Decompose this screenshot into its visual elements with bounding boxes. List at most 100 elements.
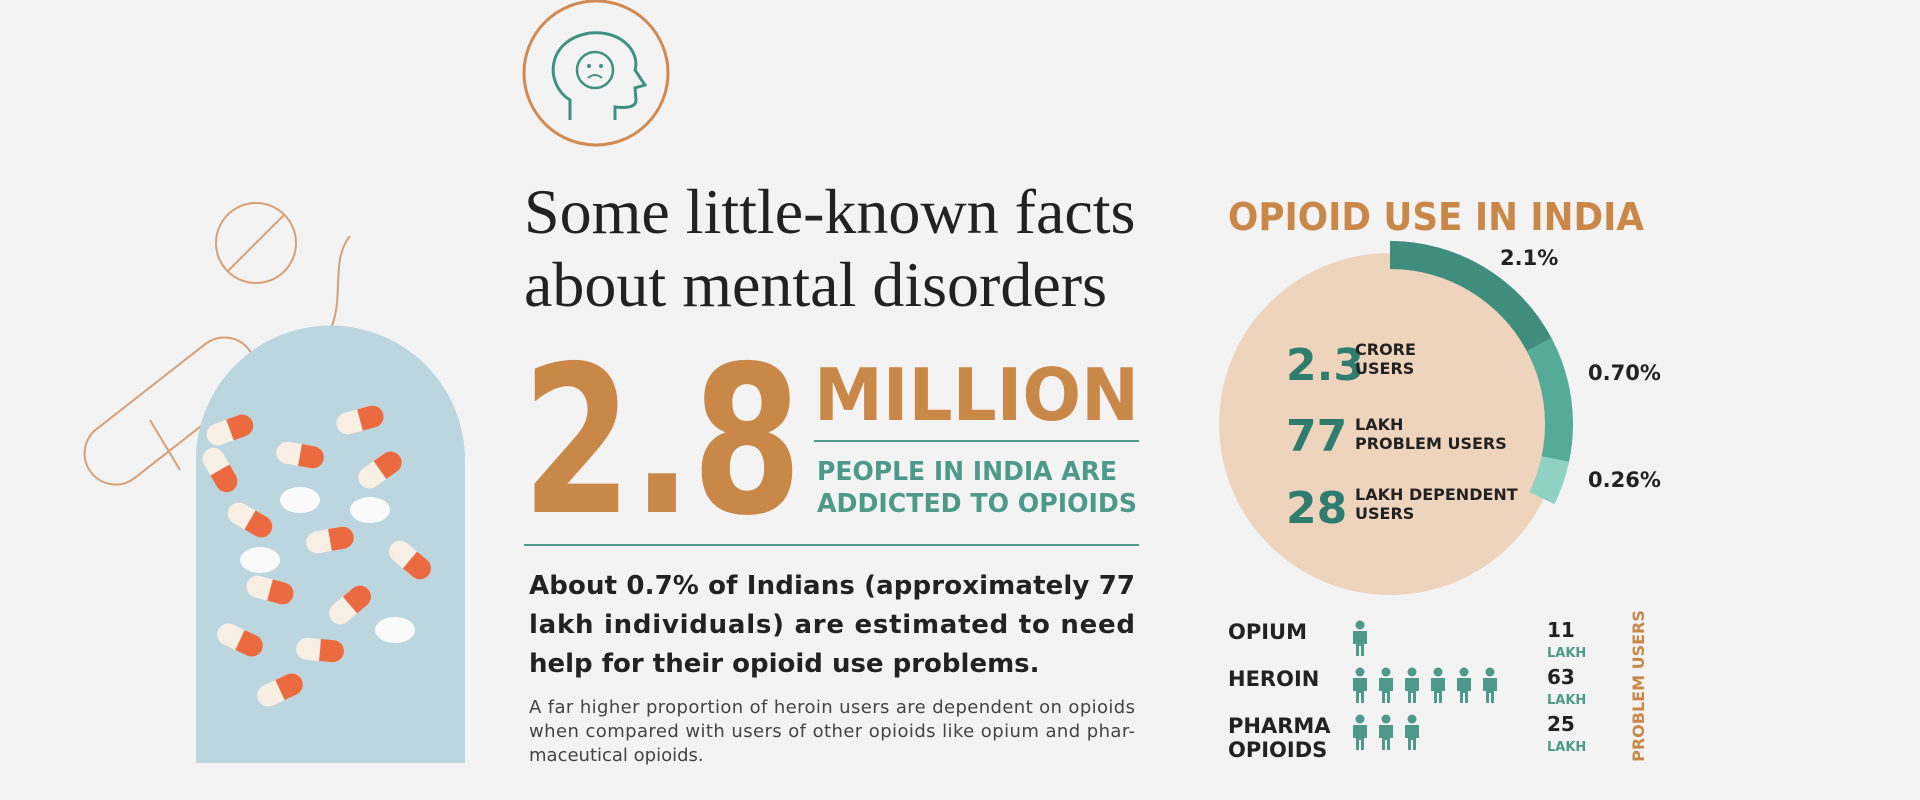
row-number: 11 xyxy=(1547,618,1575,642)
item-label: CRORE xyxy=(1355,340,1416,359)
arc-segment xyxy=(1390,241,1552,352)
pill-half xyxy=(210,464,238,493)
donut-fill xyxy=(1219,253,1561,595)
pill xyxy=(389,540,431,580)
head-icon xyxy=(522,0,670,147)
pill-half xyxy=(342,585,371,614)
pill-half xyxy=(244,510,273,538)
item-number: 2.3 xyxy=(1286,340,1364,391)
person-body xyxy=(1405,678,1419,703)
pill xyxy=(206,414,254,446)
lead-line: help for their opioid use problems. xyxy=(529,649,1040,679)
person-body xyxy=(1379,678,1393,703)
title-line: Some little-known facts xyxy=(524,176,1135,247)
donut-arcs xyxy=(1390,241,1573,505)
item-number: 77 xyxy=(1286,411,1347,462)
person-icon xyxy=(1431,667,1445,703)
pill xyxy=(227,502,273,538)
tablet xyxy=(240,547,280,573)
lead-line: About 0.7% of Indians (approximately 77 xyxy=(529,571,1135,601)
arc-segment xyxy=(1529,456,1570,505)
stat-number: 2.8 xyxy=(522,323,802,561)
pill-half xyxy=(275,673,303,700)
body-line: when compared with users of other opioid… xyxy=(529,721,1135,742)
person-head xyxy=(1485,667,1495,677)
person-head xyxy=(1459,667,1469,677)
person-body xyxy=(1457,678,1471,703)
item-label: USERS xyxy=(1355,504,1414,523)
tablet xyxy=(375,617,415,643)
row-name: OPIOIDS xyxy=(1228,738,1327,762)
person-head xyxy=(1407,667,1417,677)
person-icon xyxy=(1405,667,1419,703)
pill-half xyxy=(298,444,324,469)
tablet xyxy=(280,487,320,513)
person-body xyxy=(1483,678,1497,703)
item-label: PROBLEM USERS xyxy=(1355,434,1507,453)
lead-line: lakh individuals) are estimated to need xyxy=(529,610,1135,640)
tablet xyxy=(350,497,390,523)
person-head xyxy=(1381,667,1391,677)
stat-unit: MILLION xyxy=(814,353,1139,437)
item-label: LAKH xyxy=(1355,415,1403,434)
person-head xyxy=(1381,714,1391,724)
item-label: LAKH DEPENDENT xyxy=(1355,485,1518,504)
person-icon xyxy=(1379,714,1393,750)
pill-half xyxy=(226,414,254,441)
pill xyxy=(217,623,263,657)
pill xyxy=(246,575,294,605)
arc-segment xyxy=(1526,338,1573,463)
pill-half xyxy=(402,551,431,580)
person-head xyxy=(1355,667,1365,677)
person-icon xyxy=(1483,667,1497,703)
panel-title: OPIOID USE IN INDIA xyxy=(1228,195,1645,239)
pill xyxy=(358,451,402,489)
pill xyxy=(296,637,344,663)
pill xyxy=(336,405,384,435)
arc-label: 2.1% xyxy=(1500,246,1558,270)
title-line: about mental disorders xyxy=(524,249,1107,320)
person-head xyxy=(1355,620,1365,630)
row-unit: LAKH xyxy=(1547,646,1586,661)
arc-label: 0.70% xyxy=(1588,361,1661,385)
row-unit: LAKH xyxy=(1547,693,1586,708)
pill-half xyxy=(235,630,263,657)
person-icon xyxy=(1379,667,1393,703)
row-number: 63 xyxy=(1547,665,1575,689)
row-name: OPIUM xyxy=(1228,620,1307,644)
person-body xyxy=(1353,678,1367,703)
person-icon xyxy=(1353,714,1367,750)
item-label: USERS xyxy=(1355,359,1414,378)
arc-label: 0.26% xyxy=(1588,468,1661,492)
stat-caption: PEOPLE IN INDIA ARE xyxy=(817,457,1117,487)
pill xyxy=(306,526,354,554)
side-label: PROBLEM USERS xyxy=(1629,610,1648,762)
pill-half xyxy=(357,405,384,431)
person-body xyxy=(1353,725,1367,750)
body-line: A far higher proportion of heroin users … xyxy=(529,697,1135,718)
item-number: 28 xyxy=(1286,483,1347,534)
person-icon xyxy=(1457,667,1471,703)
pill-photo xyxy=(196,325,465,763)
pill-half xyxy=(373,451,402,480)
row-name: PHARMA xyxy=(1228,714,1331,738)
pill xyxy=(257,673,303,707)
person-body xyxy=(1379,725,1393,750)
decor-outlines xyxy=(83,202,351,486)
pill xyxy=(276,441,324,469)
pill-half xyxy=(319,639,344,663)
person-icon xyxy=(1353,620,1367,656)
person-body xyxy=(1353,631,1367,656)
person-head xyxy=(1355,714,1365,724)
pill xyxy=(202,447,238,493)
stat-caption: ADDICTED TO OPIOIDS xyxy=(817,489,1137,519)
row-unit: LAKH xyxy=(1547,740,1586,755)
pill xyxy=(329,585,371,625)
row-name: HEROIN xyxy=(1228,667,1319,691)
person-icon xyxy=(1353,667,1367,703)
person-head xyxy=(1407,714,1417,724)
pill-half xyxy=(267,579,294,605)
